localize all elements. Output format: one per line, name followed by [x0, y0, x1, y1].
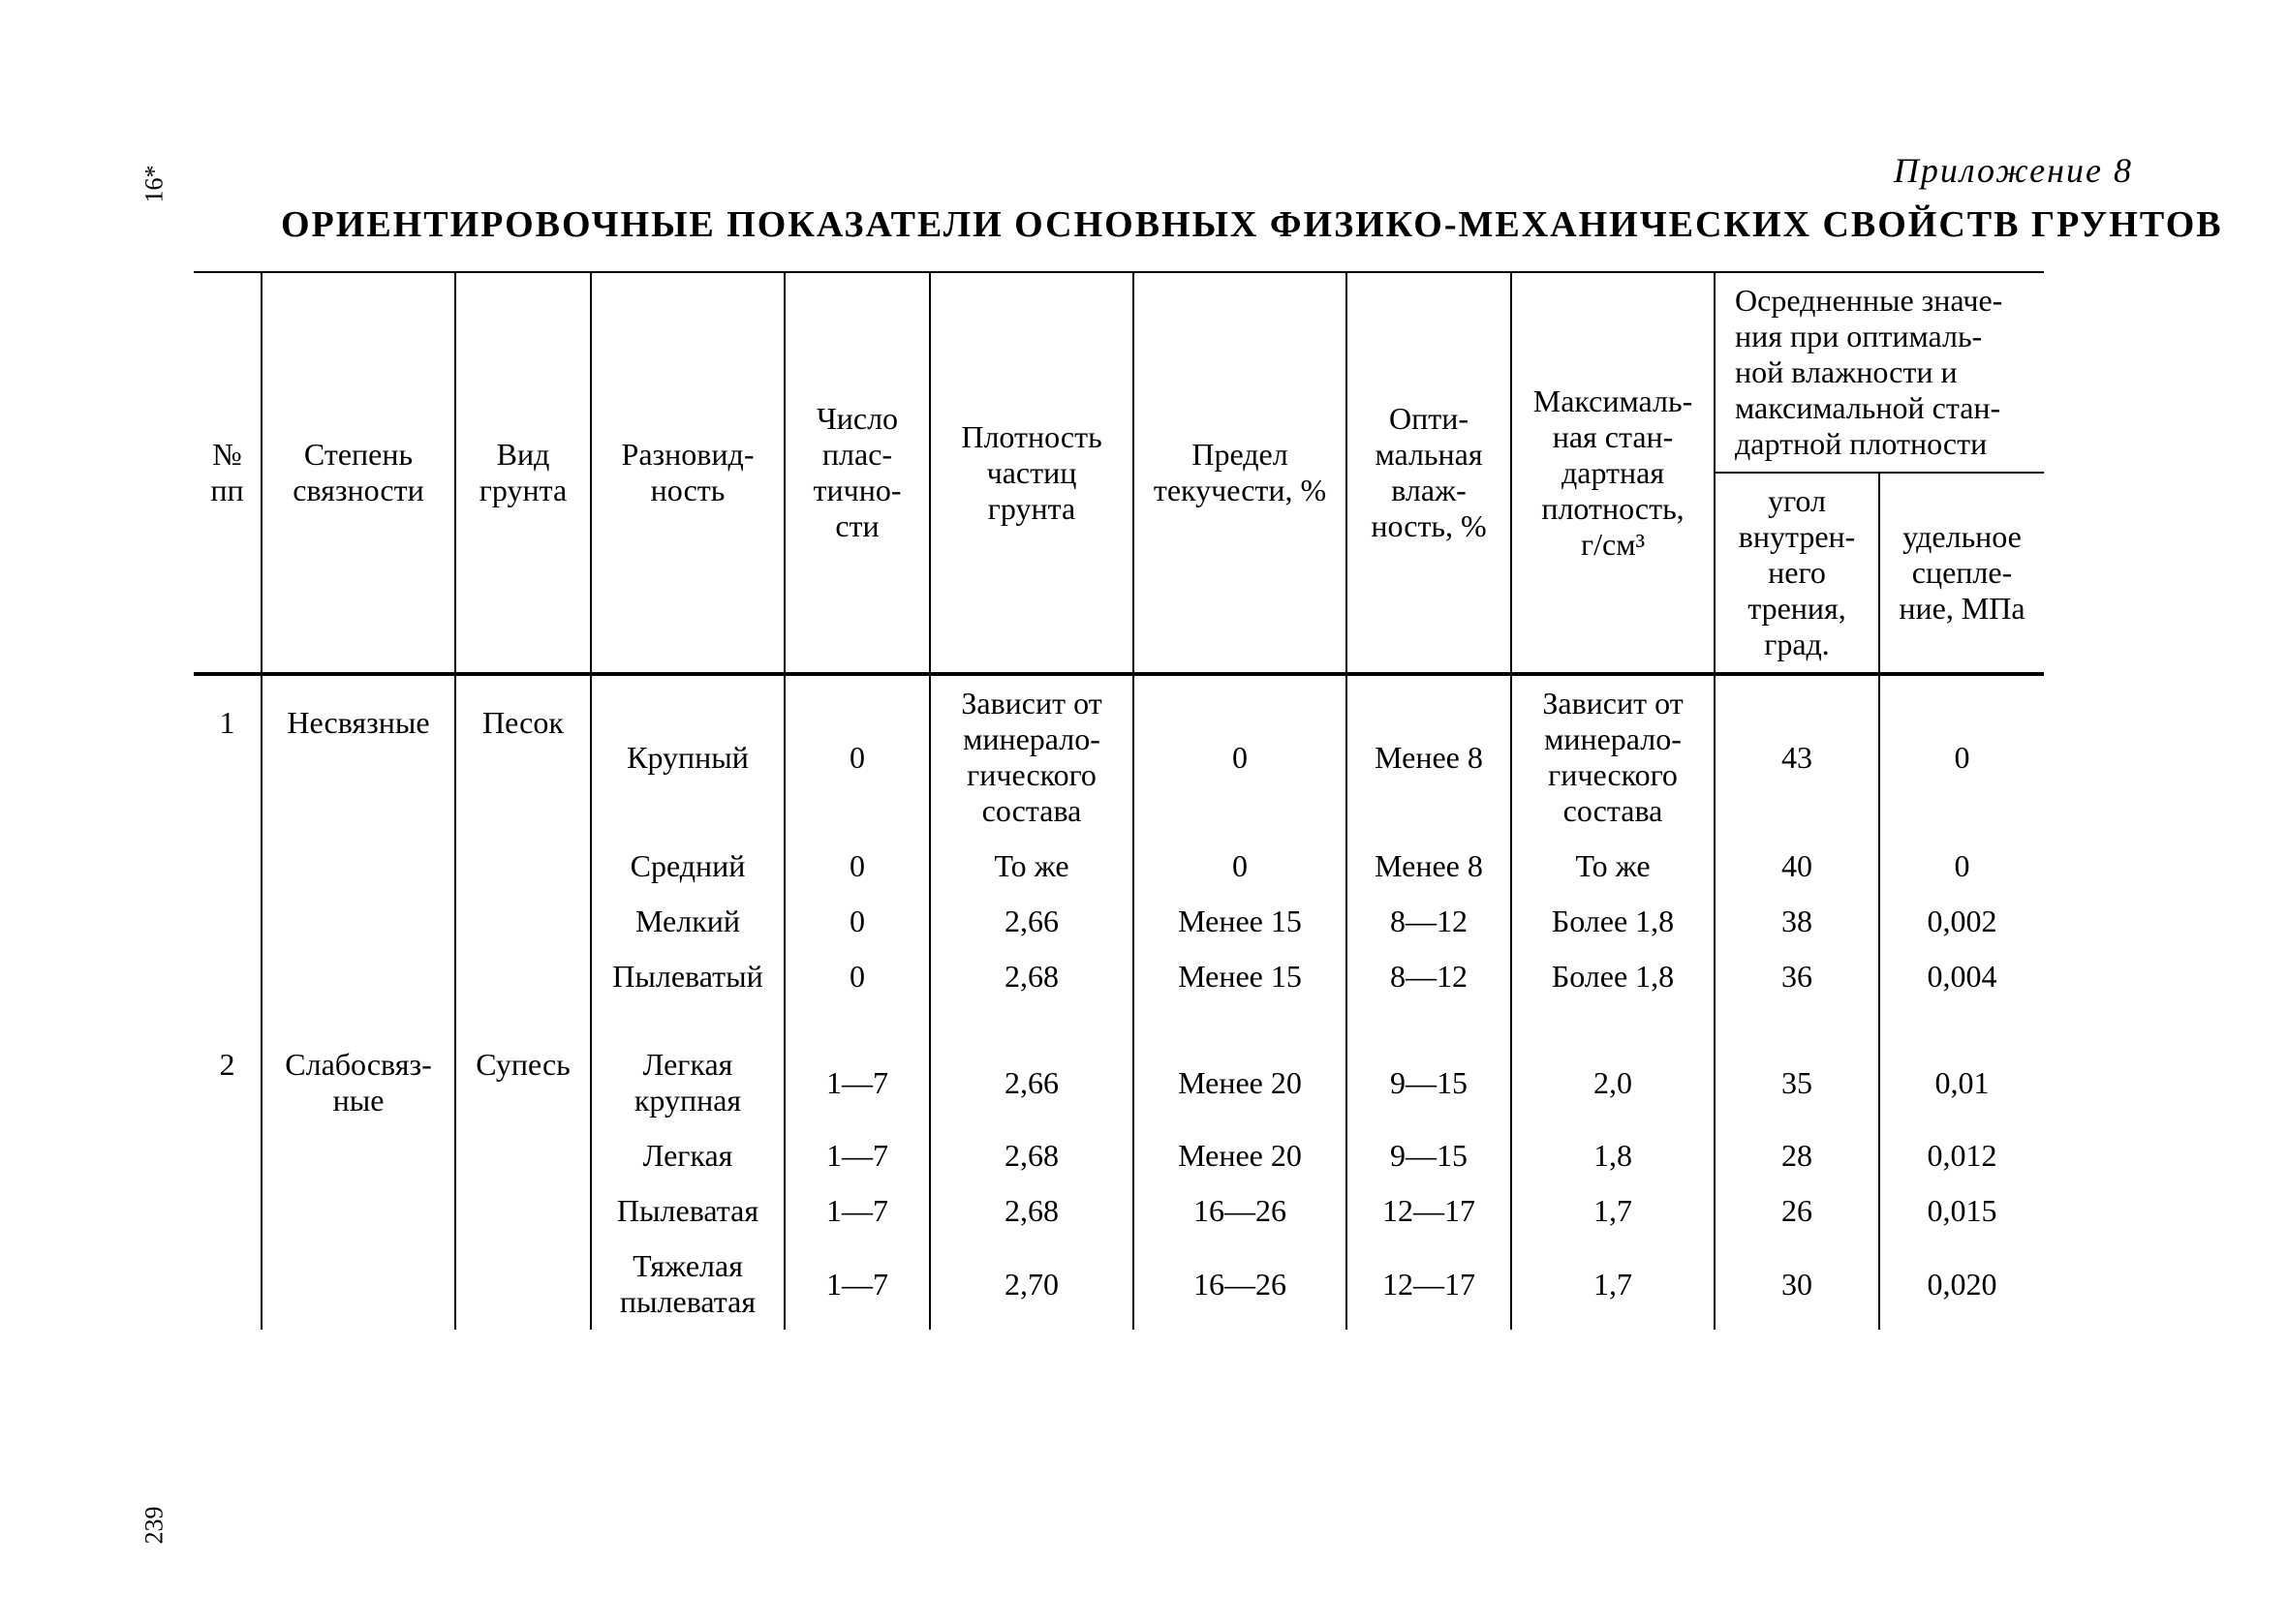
col-header-density: Плотность частиц грунта: [930, 272, 1133, 673]
table-cell: Пылеватая: [591, 1183, 785, 1239]
table-cell: 0,004: [1879, 949, 2044, 1004]
table-cell: 1,8: [1511, 1128, 1715, 1183]
table-cell: 30: [1715, 1239, 1879, 1330]
soil-properties-table: № пп Степень связности Вид грунта Разнов…: [194, 271, 2044, 1330]
col-header-angle: угол внутрен- него трения, град.: [1715, 473, 1879, 673]
table-cell: 43: [1715, 675, 1879, 839]
table-cell: 0: [1879, 839, 2044, 894]
table-cell: Слабосвяз- ные: [262, 1004, 455, 1330]
table-cell: 1,7: [1511, 1183, 1715, 1239]
table-cell: Несвязные: [262, 675, 455, 1004]
table-cell: То же: [1511, 839, 1715, 894]
col-header-type: Вид грунта: [455, 272, 591, 673]
table-cell: Менее 15: [1133, 894, 1346, 949]
table-cell: Средний: [591, 839, 785, 894]
table-cell: 0: [1133, 839, 1346, 894]
table-cell: 0: [1879, 675, 2044, 839]
col-header-plasticity: Число плас- тично- сти: [785, 272, 930, 673]
table-cell: 0,002: [1879, 894, 2044, 949]
table-cell: 0: [785, 839, 930, 894]
table-cell: 26: [1715, 1183, 1879, 1239]
table-cell: 2,68: [930, 1128, 1133, 1183]
table-cell: 2,66: [930, 1004, 1133, 1128]
table-cell: 8—12: [1346, 949, 1511, 1004]
table-cell: Песок: [455, 675, 591, 1004]
table-cell: 0: [1133, 675, 1346, 839]
table-cell: Менее 20: [1133, 1004, 1346, 1128]
table-cell: 12—17: [1346, 1183, 1511, 1239]
col-header-num: № пп: [194, 272, 262, 673]
table-cell: Более 1,8: [1511, 949, 1715, 1004]
table-cell: Более 1,8: [1511, 894, 1715, 949]
table-cell: 1—7: [785, 1239, 930, 1330]
table-cell: 0,01: [1879, 1004, 2044, 1128]
table-cell: То же: [930, 839, 1133, 894]
table-cell: 12—17: [1346, 1239, 1511, 1330]
col-header-cohesion: Степень связности: [262, 272, 455, 673]
table-cell: Менее 20: [1133, 1128, 1346, 1183]
col-header-variety: Разновид- ность: [591, 272, 785, 673]
table-cell: Мелкий: [591, 894, 785, 949]
table-cell: 1,7: [1511, 1239, 1715, 1330]
table-cell: 1—7: [785, 1004, 930, 1128]
table-cell: 2,66: [930, 894, 1133, 949]
table-cell: Менее 15: [1133, 949, 1346, 1004]
col-header-yield: Предел текучести, %: [1133, 272, 1346, 673]
table-cell: 2,68: [930, 949, 1133, 1004]
table-row: 2Слабосвяз- ныеСупесьЛегкая крупная1—72,…: [194, 1004, 2044, 1128]
table-cell: 16—26: [1133, 1239, 1346, 1330]
col-header-max-density: Максималь- ная стан- дартная плотность, …: [1511, 272, 1715, 673]
table-cell: 1—7: [785, 1183, 930, 1239]
table-cell: 35: [1715, 1004, 1879, 1128]
table-cell: 2,68: [930, 1183, 1133, 1239]
col-header-opt-moist: Опти- мальная влаж- ность, %: [1346, 272, 1511, 673]
table-row: 1НесвязныеПесокКрупный0Зависит от минера…: [194, 675, 2044, 839]
table-cell: 40: [1715, 839, 1879, 894]
table-cell: Крупный: [591, 675, 785, 839]
col-header-specific-cohesion: удельное сцепле- ние, МПа: [1879, 473, 2044, 673]
table-cell: Зависит от минерало- гического состава: [930, 675, 1133, 839]
table-cell: 0: [785, 894, 930, 949]
table-cell: 2: [194, 1004, 262, 1330]
table-cell: Супесь: [455, 1004, 591, 1330]
table-cell: 16—26: [1133, 1183, 1346, 1239]
table-cell: 1—7: [785, 1128, 930, 1183]
col-header-avg-group: Осредненные значе- ния при оптималь- ной…: [1715, 272, 2044, 473]
table-cell: 28: [1715, 1128, 1879, 1183]
table-cell: 1: [194, 675, 262, 1004]
table-cell: 2,0: [1511, 1004, 1715, 1128]
table-cell: Менее 8: [1346, 839, 1511, 894]
table-title: ОРИЕНТИРОВОЧНЫЕ ПОКАЗАТЕЛИ ОСНОВНЫХ ФИЗИ…: [281, 203, 2223, 246]
table-cell: Зависит от минерало- гического состава: [1511, 675, 1715, 839]
page-signature-mark: 16*: [140, 166, 170, 203]
table-cell: Тяжелая пылеватая: [591, 1239, 785, 1330]
table-cell: 38: [1715, 894, 1879, 949]
table-cell: Легкая: [591, 1128, 785, 1183]
table-cell: 0: [785, 949, 930, 1004]
table-cell: Менее 8: [1346, 675, 1511, 839]
table-cell: 0,015: [1879, 1183, 2044, 1239]
page-number: 239: [140, 1507, 170, 1545]
table-cell: Пылеватый: [591, 949, 785, 1004]
table-cell: 8—12: [1346, 894, 1511, 949]
table-cell: 9—15: [1346, 1128, 1511, 1183]
table-cell: 36: [1715, 949, 1879, 1004]
appendix-label: Приложение 8: [1894, 150, 2133, 191]
table-cell: 0,020: [1879, 1239, 2044, 1330]
table-cell: 2,70: [930, 1239, 1133, 1330]
table-cell: 9—15: [1346, 1004, 1511, 1128]
table-cell: Легкая крупная: [591, 1004, 785, 1128]
table-cell: 0,012: [1879, 1128, 2044, 1183]
table-cell: 0: [785, 675, 930, 839]
